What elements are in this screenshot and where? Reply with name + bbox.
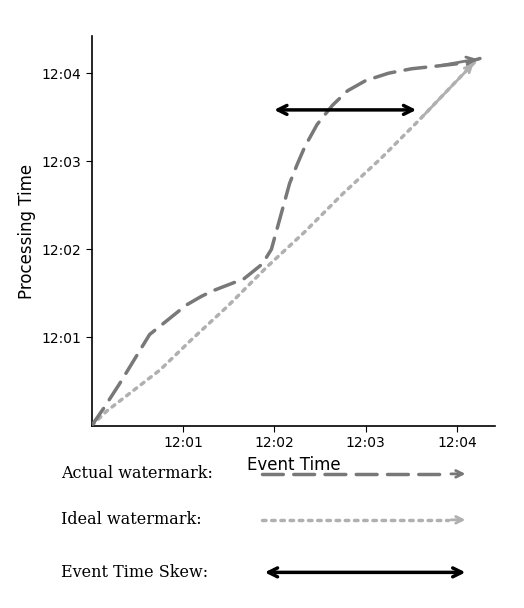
Y-axis label: Processing Time: Processing Time (18, 164, 36, 299)
Text: Ideal watermark:: Ideal watermark: (61, 511, 201, 528)
Text: Event Time Skew:: Event Time Skew: (61, 564, 208, 581)
X-axis label: Event Time: Event Time (247, 455, 340, 474)
Text: Actual watermark:: Actual watermark: (61, 465, 213, 482)
